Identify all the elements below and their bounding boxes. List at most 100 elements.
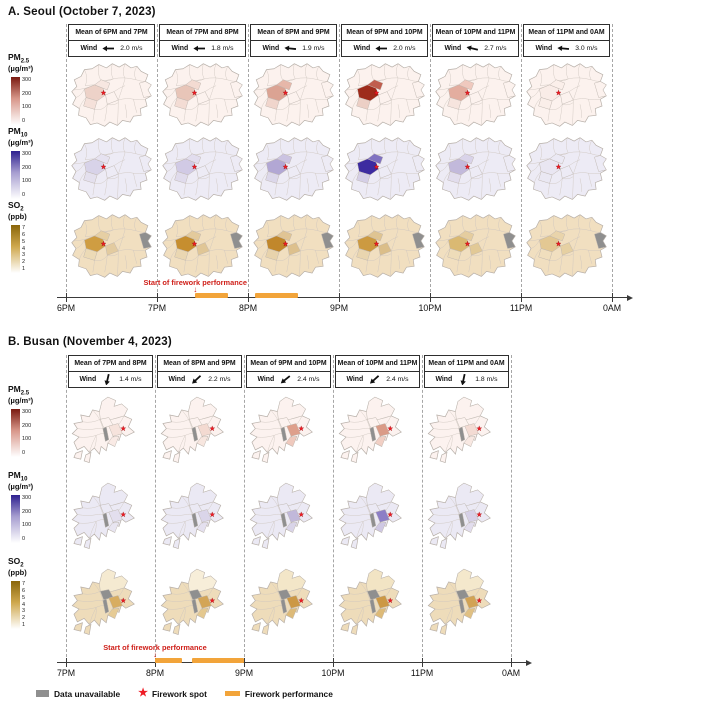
firework-spot-star-icon — [191, 163, 198, 170]
colorbar-tick-so2: 1 — [22, 266, 26, 272]
column-separator-line — [157, 24, 158, 297]
map-busan-so2-col5 — [423, 562, 510, 646]
map-seoul-so2-col6 — [522, 206, 611, 286]
choropleth-map-busan-pm10-4 — [338, 482, 402, 550]
timeline-tick-label: 7PM — [56, 668, 76, 678]
wind-direction-arrow-icon — [375, 45, 388, 52]
wind-cell-busan-2: Wind 2.2 m/s — [157, 371, 242, 388]
choropleth-map-seoul-pm10-5 — [435, 137, 516, 201]
timeline-tick-label: 10PM — [321, 668, 345, 678]
timeline-tick-label: 10PM — [418, 303, 442, 313]
colorbar-tick-so2: 4 — [22, 245, 26, 252]
timeline-tick — [422, 658, 424, 667]
timeline-tick-label: 9PM — [234, 668, 254, 678]
choropleth-map-busan-pm25-2 — [160, 396, 224, 464]
map-seoul-pm10-col6 — [522, 132, 611, 206]
firework-spot-star-icon — [387, 425, 394, 432]
map-busan-pm25-col3 — [245, 390, 332, 474]
wind-speed-value: 3.0 m/s — [575, 45, 598, 52]
map-seoul-pm25-col5 — [431, 58, 520, 132]
map-busan-pm10-col1 — [67, 476, 154, 560]
choropleth-map-busan-pm25-4 — [338, 396, 402, 464]
wind-label: Wind — [171, 45, 189, 52]
choropleth-map-busan-pm25-5 — [427, 396, 491, 464]
colorbar-pm10 — [11, 151, 20, 199]
firework-start-arrow-icon: ↓ — [153, 650, 157, 659]
choropleth-map-seoul-pm10-6 — [526, 137, 607, 201]
colorbar-tick-pm10: 0 — [22, 192, 26, 198]
firework-performance-bar — [255, 292, 299, 298]
colorbar-tick-so2: 6 — [22, 231, 26, 238]
legend-unit-so2: (ppb) — [8, 212, 27, 221]
panel-busan: B. Busan (November 4, 2023) Mean of 7PM … — [0, 330, 724, 688]
colorbar-tick-pm10: 0 — [22, 536, 26, 542]
legend-item-data-unavailable: Data unavailable — [36, 689, 120, 699]
firework-spot-star-icon — [387, 511, 394, 518]
colorbar-tick-pm25: 300 — [22, 77, 32, 83]
firework-spot-star-icon: ★ — [138, 687, 148, 699]
column-header-busan-5: Mean of 11PM and 0AM — [424, 355, 509, 372]
colorbar-pm25 — [11, 409, 20, 457]
wind-label: Wind — [257, 376, 275, 383]
column-header-busan-2: Mean of 8PM and 9PM — [157, 355, 242, 372]
choropleth-map-busan-pm10-3 — [249, 482, 313, 550]
wind-direction-arrow-icon — [280, 375, 291, 384]
firework-performance-bar — [192, 657, 244, 663]
legend-name-pm10: PM10 — [8, 470, 28, 483]
wind-label: Wind — [168, 376, 186, 383]
choropleth-map-seoul-pm10-1 — [71, 137, 152, 201]
colorbar-tick-so2: 2 — [22, 259, 26, 266]
wind-speed-value: 2.0 m/s — [120, 45, 143, 52]
legend-unit-pm25: (µg/m³) — [8, 396, 34, 405]
colorbar-so2 — [11, 581, 20, 629]
column-header-seoul-5: Mean of 10PM and 11PM — [432, 24, 519, 41]
wind-direction-arrow-icon — [193, 45, 206, 52]
wind-label: Wind — [79, 376, 97, 383]
firework-spot-star-icon — [476, 425, 483, 432]
firework-spot-star-icon — [555, 240, 562, 247]
firework-spot-star-icon — [298, 511, 305, 518]
colorbar-tick-pm10: 300 — [22, 151, 32, 157]
firework-spot-star-icon — [555, 89, 562, 96]
colorbar-tick-so2: 7 — [22, 225, 26, 231]
wind-label: Wind — [80, 45, 98, 52]
timeline-tick — [511, 658, 513, 667]
wind-cell-busan-1: Wind 1.4 m/s — [68, 371, 153, 388]
legend-name-so2: SO2 — [8, 556, 24, 569]
wind-direction-arrow-icon — [104, 374, 111, 385]
map-busan-so2-col2 — [156, 562, 243, 646]
data-unavailable-swatch-icon — [36, 690, 49, 697]
colorbar-tick-so2: 5 — [22, 594, 26, 601]
choropleth-map-seoul-so2-3 — [253, 214, 334, 278]
timeline-tick — [333, 658, 335, 667]
choropleth-map-seoul-pm10-3 — [253, 137, 334, 201]
wind-cell-seoul-4: Wind 2.0 m/s — [341, 40, 428, 57]
choropleth-map-seoul-pm25-2 — [162, 63, 243, 127]
firework-spot-star-icon — [100, 240, 107, 247]
timeline-axis-arrowhead — [526, 659, 532, 666]
wind-label: Wind — [444, 45, 462, 52]
colorbar-tick-pm25: 100 — [22, 104, 32, 111]
wind-cell-seoul-3: Wind 1.9 m/s — [250, 40, 337, 57]
choropleth-map-busan-pm25-3 — [249, 396, 313, 464]
choropleth-map-seoul-pm25-1 — [71, 63, 152, 127]
firework-spot-star-icon — [464, 240, 471, 247]
firework-spot-star-icon — [298, 597, 305, 604]
firework-spot-star-icon — [555, 163, 562, 170]
wind-direction-arrow-icon — [102, 45, 115, 52]
firework-spot-star-icon — [209, 425, 216, 432]
firework-spot-star-icon — [464, 89, 471, 96]
map-busan-so2-col4 — [334, 562, 421, 646]
wind-direction-arrow-icon — [192, 375, 202, 384]
map-busan-so2-col3 — [245, 562, 332, 646]
timeline-tick-label: 7PM — [147, 303, 167, 313]
legend-label-firework-spot: Firework spot — [151, 688, 207, 699]
firework-start-arrow-icon: ↓ — [193, 285, 198, 294]
timeline-tick — [612, 293, 614, 302]
map-seoul-so2-col5 — [431, 206, 520, 286]
colorbar-so2 — [11, 225, 20, 273]
column-header-seoul-6: Mean of 11PM and 0AM — [523, 24, 610, 41]
colorbar-tick-pm10: 100 — [22, 522, 32, 529]
legend-label-firework-performance: Firework performance — [244, 688, 333, 699]
